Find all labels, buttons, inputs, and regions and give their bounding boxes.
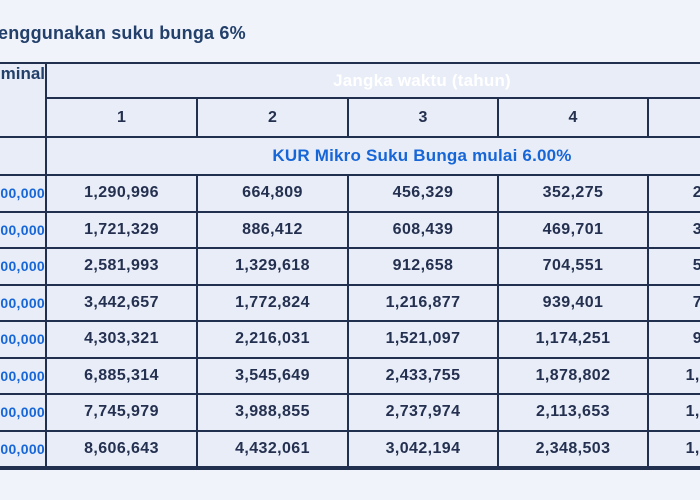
installment-value: 8,606,643 xyxy=(45,429,198,470)
installment-value: 7,745,979 xyxy=(45,393,198,432)
installment-value: 1,721,329 xyxy=(45,210,198,249)
product-section-row: KUR Mikro Suku Bunga mulai 6.00% xyxy=(0,136,700,176)
table-row: 40,000,000 3,442,657 1,772,824 1,216,877… xyxy=(0,283,700,322)
installment-value: 1,772,824 xyxy=(196,283,349,322)
year-column-header-1: 1 xyxy=(45,97,198,138)
nominal-value: 15,000,000 xyxy=(0,174,47,213)
table-row: 30,000,000 2,581,993 1,329,618 912,658 7… xyxy=(0,247,700,286)
installment-value: 1,329,618 xyxy=(196,247,349,286)
year-column-header-5: 5 xyxy=(646,97,700,138)
year-column-header-3: 3 xyxy=(347,97,499,138)
nominal-column-header: Nominal xyxy=(0,62,47,138)
year-header-row: 1 2 3 4 5 xyxy=(0,97,700,138)
table-body: 15,000,000 1,290,996 664,809 456,329 352… xyxy=(0,174,700,470)
installment-value: 3,545,649 xyxy=(196,356,349,395)
installment-value: 1,174,251 xyxy=(497,320,649,359)
installment-value: 456,329 xyxy=(347,174,499,213)
nominal-value: 40,000,000 xyxy=(0,283,47,322)
loan-installment-table: Nominal Jangka waktu (tahun) 1 2 3 4 5 K… xyxy=(0,62,700,470)
year-column-header-2: 2 xyxy=(196,97,349,138)
nominal-value: 30,000,000 xyxy=(0,247,47,286)
installment-value: 1,933,280 xyxy=(646,429,700,470)
installment-value: 6,885,314 xyxy=(45,356,198,395)
installment-value: 1,216,877 xyxy=(347,283,499,322)
installment-value: 289,992 xyxy=(646,174,700,213)
table-row: 80,000,000 6,885,314 3,545,649 2,433,755… xyxy=(0,356,700,395)
installment-value: 1,878,802 xyxy=(497,356,649,395)
installment-value: 2,348,503 xyxy=(497,429,649,470)
installment-value: 579,984 xyxy=(646,247,700,286)
installment-value: 4,303,321 xyxy=(45,320,198,359)
table-row: 20,000,000 1,721,329 886,412 608,439 469… xyxy=(0,210,700,249)
installment-value: 1,521,097 xyxy=(347,320,499,359)
installment-value: 2,216,031 xyxy=(196,320,349,359)
installment-value: 1,546,624 xyxy=(646,356,700,395)
installment-value: 2,581,993 xyxy=(45,247,198,286)
installment-value: 3,042,194 xyxy=(347,429,499,470)
installment-value: 1,290,996 xyxy=(45,174,198,213)
nominal-value: 100,000,000 xyxy=(0,429,47,470)
installment-value: 664,809 xyxy=(196,174,349,213)
group-header-row: Nominal Jangka waktu (tahun) xyxy=(0,62,700,138)
nominal-value: 90,000,000 xyxy=(0,393,47,432)
installment-value: 3,988,855 xyxy=(196,393,349,432)
year-column-header-4: 4 xyxy=(497,97,649,138)
installment-value: 704,551 xyxy=(497,247,649,286)
installment-value: 3,442,657 xyxy=(45,283,198,322)
installment-value: 352,275 xyxy=(497,174,649,213)
product-section-header: KUR Mikro Suku Bunga mulai 6.00% xyxy=(44,136,700,176)
nominal-value: 20,000,000 xyxy=(0,210,47,249)
table-row: 100,000,000 8,606,643 4,432,061 3,042,19… xyxy=(0,429,700,470)
empty-corner-cell xyxy=(0,136,47,176)
installment-value: 2,737,974 xyxy=(347,393,499,432)
installment-value: 939,401 xyxy=(497,283,649,322)
page-title: enggunakan suku bunga 6% xyxy=(0,23,246,43)
installment-value: 2,433,755 xyxy=(347,356,499,395)
table-row: 90,000,000 7,745,979 3,988,855 2,737,974… xyxy=(0,393,700,432)
installment-value: 469,701 xyxy=(497,210,649,249)
installment-value: 386,656 xyxy=(646,210,700,249)
installment-value: 4,432,061 xyxy=(196,429,349,470)
table-row: 50,000,000 4,303,321 2,216,031 1,521,097… xyxy=(0,320,700,359)
installment-value: 912,658 xyxy=(347,247,499,286)
installment-value: 2,113,653 xyxy=(497,393,649,432)
nominal-value: 50,000,000 xyxy=(0,320,47,359)
installment-value: 886,412 xyxy=(196,210,349,249)
installment-value: 773,312 xyxy=(646,283,700,322)
table-row: 15,000,000 1,290,996 664,809 456,329 352… xyxy=(0,174,700,213)
nominal-value: 80,000,000 xyxy=(0,356,47,395)
tenor-group-header: Jangka waktu (tahun) xyxy=(44,62,700,99)
installment-value: 966,640 xyxy=(646,320,700,359)
installment-value: 608,439 xyxy=(347,210,499,249)
table-header: Nominal Jangka waktu (tahun) 1 2 3 4 5 K… xyxy=(0,62,700,176)
installment-value: 1,739,952 xyxy=(646,393,700,432)
